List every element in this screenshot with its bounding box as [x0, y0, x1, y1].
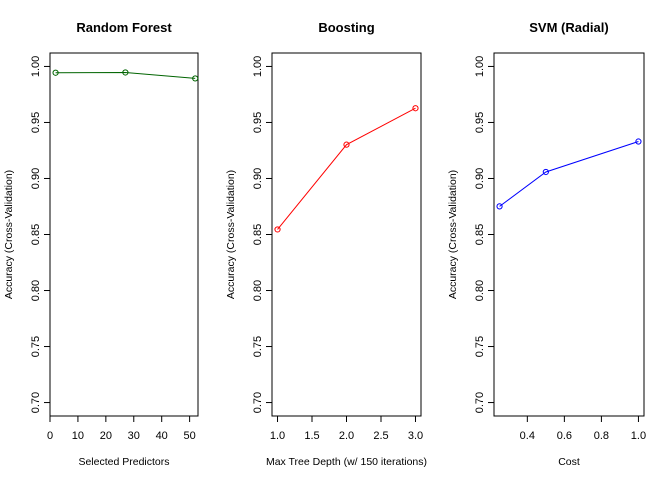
- chart-1-data-point: [122, 69, 129, 76]
- chart-1-y-axis-label: Accuracy (Cross-Validation): [3, 170, 15, 299]
- chart-2-x-tick-label: 1.5: [304, 430, 319, 442]
- chart-2-x-tick-label: 1.0: [270, 430, 285, 442]
- chart-3-data-point: [496, 203, 503, 210]
- chart-1-x-axis-label: Selected Predictors: [78, 456, 169, 468]
- chart-1-y-tick-label: 0.90: [30, 168, 42, 189]
- chart-1-data-point: [52, 69, 59, 76]
- chart-1-series-line: [55, 71, 196, 79]
- chart-3-x-tick-label: 0.4: [520, 430, 535, 442]
- chart-1-plot-frame: [49, 52, 199, 417]
- chart-1-x-tick-label: 30: [128, 430, 140, 442]
- chart-2-y-tick-label: 0.95: [252, 112, 264, 133]
- chart-panel-3: SVM (Radial) 0.4 0.6 0.8 1.0 0.70 0.75 0.80 0.85…: [447, 20, 646, 468]
- chart-2-y-tick-label: 1.00: [252, 56, 264, 77]
- chart-3-y-tick-label: 1.00: [474, 56, 486, 77]
- chart-1-title: Random Forest: [76, 20, 172, 35]
- chart-2-y-tick-label: 0.70: [252, 392, 264, 413]
- chart-3-x-axis-label: Cost: [558, 456, 580, 468]
- chart-3-title: SVM (Radial): [529, 20, 608, 35]
- chart-1-y-tick-label: 0.75: [30, 336, 42, 357]
- chart-2-data-point: [343, 141, 350, 148]
- chart-3-series-line: [499, 141, 639, 207]
- chart-3-y-tick-label: 0.70: [474, 392, 486, 413]
- chart-3-y-tick-label: 0.80: [474, 280, 486, 301]
- chart-panel-2: Boosting 1.0 1.5 2.0 2.5 3.0 0.70 0.75 0.80 0.85 0…: [225, 20, 427, 468]
- chart-3-y-axis-label: Accuracy (Cross-Validation): [447, 170, 459, 299]
- chart-1-x-tick-label: 50: [183, 430, 195, 442]
- chart-2-y-tick-label: 0.80: [252, 280, 264, 301]
- chart-3-data-point: [635, 138, 642, 145]
- chart-2-x-tick-label: 2.5: [373, 430, 388, 442]
- chart-1-x-tick-label: 20: [100, 430, 112, 442]
- chart-3-y-tick-label: 0.95: [474, 112, 486, 133]
- chart-2-title: Boosting: [318, 20, 374, 35]
- chart-2-y-tick-label: 0.85: [252, 224, 264, 245]
- chart-2-series-line: [277, 107, 416, 230]
- chart-3-x-tick-label: 0.8: [594, 430, 609, 442]
- chart-2-data-point: [274, 226, 281, 233]
- chart-1-x-tick-label: 0: [47, 430, 53, 442]
- chart-3-plot-frame: [493, 52, 645, 417]
- chart-1-x-tick-label: 40: [156, 430, 168, 442]
- chart-2-x-axis-label: Max Tree Depth (w/ 150 iterations): [266, 456, 427, 468]
- chart-3-y-tick-label: 0.75: [474, 336, 486, 357]
- chart-1-y-tick-label: 1.00: [30, 56, 42, 77]
- chart-2-y-axis-label: Accuracy (Cross-Validation): [225, 170, 237, 299]
- chart-1-y-tick-label: 0.85: [30, 224, 42, 245]
- chart-2-y-tick-label: 0.75: [252, 336, 264, 357]
- chart-1-y-tick-label: 0.70: [30, 392, 42, 413]
- chart-1-y-tick-label: 0.95: [30, 112, 42, 133]
- chart-2-y-tick-label: 0.90: [252, 168, 264, 189]
- chart-2-x-tick-label: 2.0: [339, 430, 354, 442]
- chart-3-x-tick-label: 1.0: [631, 430, 646, 442]
- chart-1-y-tick-label: 0.80: [30, 280, 42, 301]
- chart-3-y-tick-label: 0.85: [474, 224, 486, 245]
- chart-2-x-tick-label: 3.0: [408, 430, 423, 442]
- chart-3-data-point: [542, 168, 549, 176]
- chart-3-y-tick-label: 0.90: [474, 168, 486, 189]
- chart-2-data-point: [412, 105, 419, 112]
- chart-panel-1: Random Forest 0 10 20 30 40 50 0.70 0.75 0.80 0.85…: [3, 20, 199, 468]
- chart-3-x-tick-label: 0.6: [557, 430, 572, 442]
- chart-2-plot-frame: [271, 52, 422, 417]
- chart-1-data-point: [192, 75, 199, 82]
- chart-1-x-tick-label: 10: [72, 430, 84, 442]
